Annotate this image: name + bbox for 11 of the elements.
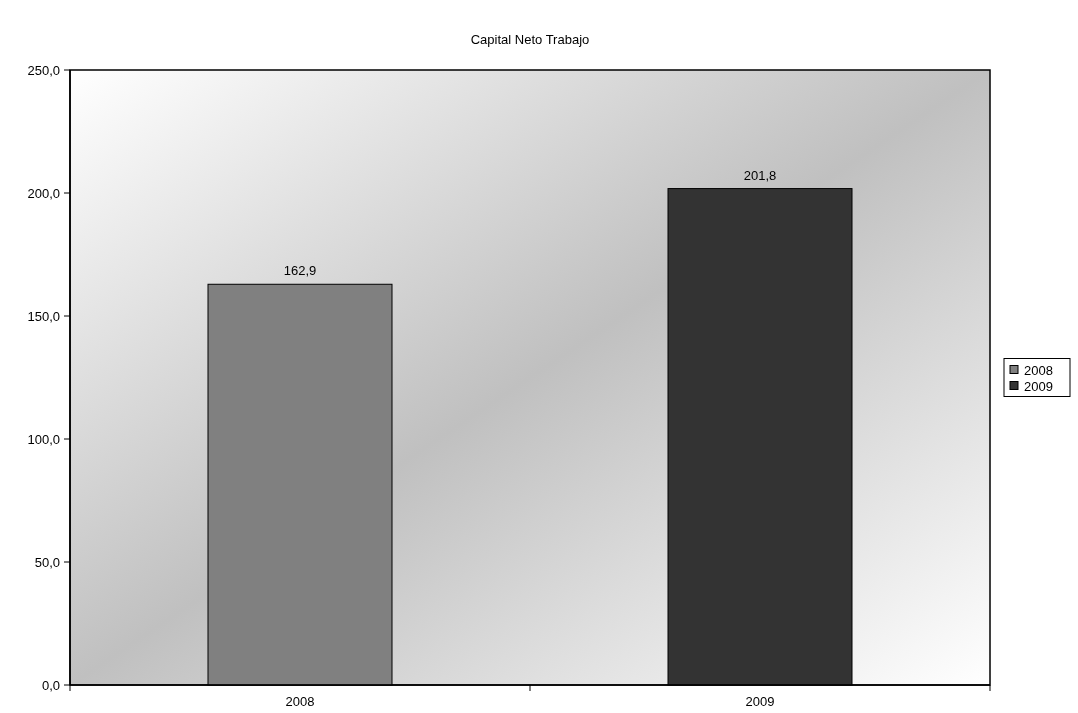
legend-label: 2008 bbox=[1024, 362, 1053, 378]
data-label: 162,9 bbox=[283, 263, 317, 279]
legend-label: 2009 bbox=[1024, 378, 1053, 394]
y-tick-label: 50,0 bbox=[34, 554, 60, 570]
y-tick-label: 200,0 bbox=[27, 185, 60, 201]
y-tick-label: 100,0 bbox=[27, 431, 60, 447]
y-tick-label: 250,0 bbox=[27, 62, 60, 78]
data-label: 201,8 bbox=[743, 167, 777, 183]
y-tick-label: 0,0 bbox=[41, 677, 60, 693]
y-tick-label: 150,0 bbox=[27, 308, 60, 324]
chart-title: Capital Neto Trabajo bbox=[470, 32, 590, 47]
